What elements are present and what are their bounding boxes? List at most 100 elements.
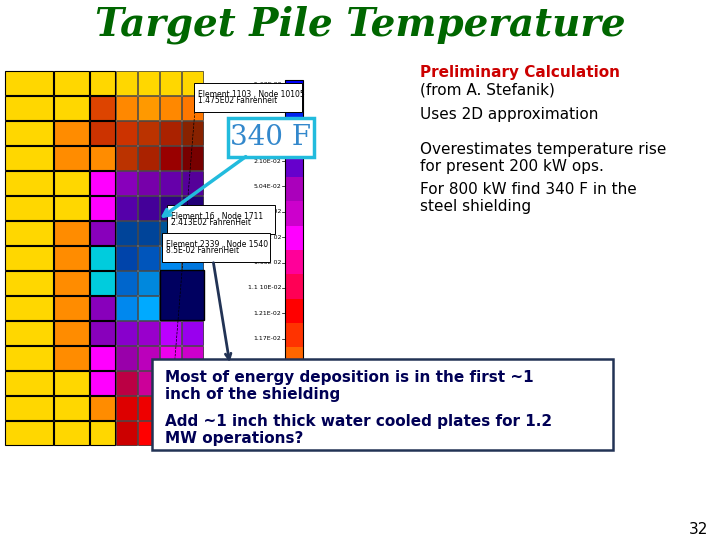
FancyBboxPatch shape <box>194 83 302 111</box>
Bar <box>5 271 53 295</box>
Bar <box>182 196 203 220</box>
Bar <box>285 201 303 226</box>
Bar <box>5 246 53 270</box>
Text: Element 1103 , Node 10105: Element 1103 , Node 10105 <box>198 90 305 99</box>
Bar <box>160 421 181 445</box>
Bar <box>160 171 181 195</box>
Text: 1.21E-02: 1.21E-02 <box>253 310 281 316</box>
Bar <box>54 96 89 120</box>
Bar <box>285 347 303 372</box>
Text: For 800 kW find 340 F in the
steel shielding: For 800 kW find 340 F in the steel shiel… <box>420 182 636 214</box>
Text: 1.1 10E-02: 1.1 10E-02 <box>248 285 281 291</box>
Bar <box>5 321 53 345</box>
Bar <box>5 196 53 220</box>
Bar <box>160 196 181 220</box>
Bar <box>90 271 115 295</box>
Bar <box>160 221 181 245</box>
Bar <box>285 372 303 396</box>
Bar <box>90 371 115 395</box>
Bar <box>182 321 203 345</box>
Bar <box>182 96 203 120</box>
Text: (from A. Stefanik): (from A. Stefanik) <box>420 83 555 98</box>
Bar <box>90 146 115 170</box>
Text: Element 2339 , Node 1540: Element 2339 , Node 1540 <box>166 240 268 249</box>
Bar <box>160 270 204 320</box>
FancyBboxPatch shape <box>161 233 269 261</box>
Text: 2.413E02 FahrenHeit: 2.413E02 FahrenHeit <box>171 218 251 227</box>
Text: 5.9E-01: 5.9E-01 <box>257 437 281 442</box>
Bar <box>285 420 303 445</box>
Bar <box>54 271 89 295</box>
Text: 8.5E-02 FahrenHeit: 8.5E-02 FahrenHeit <box>166 246 239 255</box>
FancyBboxPatch shape <box>166 205 274 233</box>
Bar <box>116 121 137 145</box>
Bar <box>116 271 137 295</box>
Text: Preliminary Calculation: Preliminary Calculation <box>420 64 620 79</box>
Bar <box>54 221 89 245</box>
Bar <box>90 96 115 120</box>
Bar <box>54 196 89 220</box>
Text: 1.17E-02: 1.17E-02 <box>253 336 281 341</box>
Bar <box>138 146 159 170</box>
Text: 1.475E02 Fahrenheit: 1.475E02 Fahrenheit <box>198 96 277 105</box>
Text: 1.60E 02: 1.60E 02 <box>253 260 281 265</box>
Bar <box>5 121 53 145</box>
Bar <box>138 221 159 245</box>
Bar <box>285 152 303 177</box>
Bar <box>5 146 53 170</box>
Bar <box>138 296 159 320</box>
Bar <box>182 121 203 145</box>
Bar <box>5 421 53 445</box>
FancyBboxPatch shape <box>152 359 613 450</box>
Bar <box>116 371 137 395</box>
Bar <box>54 71 89 95</box>
Bar <box>90 171 115 195</box>
Bar <box>160 271 181 295</box>
Bar <box>116 221 137 245</box>
Bar <box>116 396 137 420</box>
Bar <box>90 71 115 95</box>
Bar <box>90 296 115 320</box>
Bar <box>5 171 53 195</box>
Text: 5.10E-02: 5.10E-02 <box>253 133 281 138</box>
Bar <box>285 177 303 201</box>
Bar <box>54 421 89 445</box>
Text: 5.62E 02: 5.62E 02 <box>253 83 281 87</box>
Bar <box>54 396 89 420</box>
Bar <box>116 96 137 120</box>
Bar <box>160 371 181 395</box>
Bar <box>160 396 181 420</box>
Bar <box>182 146 203 170</box>
Bar <box>90 221 115 245</box>
Bar <box>285 323 303 348</box>
Bar <box>138 321 159 345</box>
Bar <box>54 346 89 370</box>
Bar <box>182 396 203 420</box>
FancyBboxPatch shape <box>228 118 314 157</box>
Bar <box>285 250 303 275</box>
Text: 2.10E-02: 2.10E-02 <box>253 159 281 164</box>
Bar <box>160 296 181 320</box>
Bar <box>90 421 115 445</box>
Text: Target Pile Temperature: Target Pile Temperature <box>95 6 625 44</box>
Bar <box>160 96 181 120</box>
Bar <box>182 71 203 95</box>
Bar <box>182 171 203 195</box>
Bar <box>182 346 203 370</box>
Text: 7.00E-01: 7.00E-01 <box>253 412 281 417</box>
Bar <box>138 171 159 195</box>
Text: Element 16 , Node 1711: Element 16 , Node 1711 <box>171 212 263 221</box>
Bar <box>54 171 89 195</box>
Bar <box>90 246 115 270</box>
Bar <box>182 421 203 445</box>
Bar <box>5 221 53 245</box>
Bar <box>138 271 159 295</box>
Bar <box>5 346 53 370</box>
Bar <box>90 196 115 220</box>
Bar <box>182 296 203 320</box>
Bar <box>160 146 181 170</box>
Bar <box>182 371 203 395</box>
Bar <box>138 396 159 420</box>
Bar <box>90 121 115 145</box>
Bar <box>116 421 137 445</box>
